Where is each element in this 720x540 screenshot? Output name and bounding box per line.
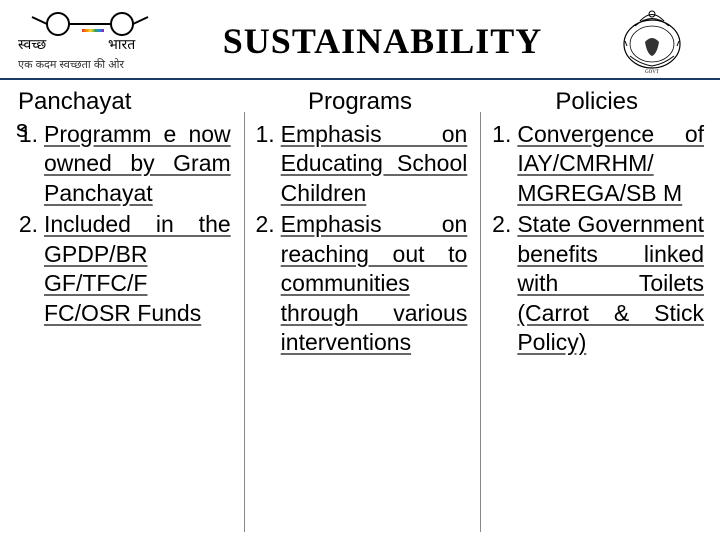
list-item: 2. State Government benefits linked with… [489,210,704,357]
swachh-tagline: एक कदम स्वच्छता की ओर [18,57,124,72]
column-policies: Policies 1. Convergence of IAY/CMRHM/ MG… [483,88,710,360]
swachh-label-right: भारत [108,35,135,54]
list-panchayats: 1. Programm e now owned by Gram Panchaya… [16,120,231,328]
list-text: Programm e now owned by Gram Panchayat [44,120,231,208]
list-number: 2. [16,210,44,328]
svg-text:GOVT: GOVT [645,70,659,75]
list-item: 2. Emphasis on reaching out to communiti… [253,210,468,357]
list-item: 1. Emphasis on Educating School Children [253,120,468,208]
list-text: State Government benefits linked with To… [517,210,704,357]
page-title: SUSTAINABILITY [150,20,615,62]
column-divider [480,112,481,532]
swachh-label-left: स्वच्छ [18,35,46,54]
list-text: Emphasis on Educating School Children [281,120,468,208]
list-item: 1. Convergence of IAY/CMRHM/ MGREGA/SB M [489,120,704,208]
list-number: 1. [253,120,281,208]
glasses-icon [30,11,160,37]
column-header-policies: Policies [489,88,704,116]
list-item: 2. Included in the GPDP/BR GF/TFC/F FC/O… [16,210,231,328]
column-divider [244,112,245,532]
rainbow-stripe [82,29,104,32]
swachh-bharat-logo: स्वच्छ भारत एक कदम स्वच्छता की ओर [10,9,180,74]
columns-container: Panchayat s 1. Programm e now owned by G… [0,80,720,360]
column-header-panchayats: Panchayat [16,88,231,116]
list-policies: 1. Convergence of IAY/CMRHM/ MGREGA/SB M… [489,120,704,358]
list-text: Convergence of IAY/CMRHM/ MGREGA/SB M [517,120,704,208]
column-header-programs: Programs [253,88,468,116]
header: स्वच्छ भारत एक कदम स्वच्छता की ओर SUSTAI… [0,0,720,80]
column-header-suffix: s [16,116,28,144]
column-programs: Programs 1. Emphasis on Educating School… [247,88,474,360]
list-number: 1. [489,120,517,208]
emblem-logo: GOVT [615,6,690,76]
list-number: 2. [489,210,517,357]
list-programs: 1. Emphasis on Educating School Children… [253,120,468,358]
list-text: Included in the GPDP/BR GF/TFC/F FC/OSR … [44,210,231,328]
list-item: 1. Programm e now owned by Gram Panchaya… [16,120,231,208]
list-number: 2. [253,210,281,357]
column-panchayats: Panchayat s 1. Programm e now owned by G… [10,88,237,360]
list-text: Emphasis on reaching out to communities … [281,210,468,357]
